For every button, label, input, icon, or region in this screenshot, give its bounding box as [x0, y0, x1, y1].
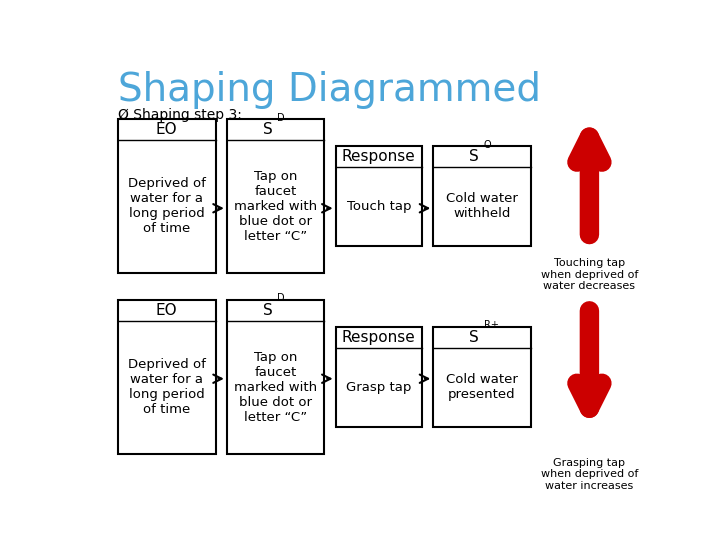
Text: Ø Shaping step 3:: Ø Shaping step 3:: [118, 109, 242, 123]
Text: S: S: [469, 149, 480, 164]
Bar: [336, 146, 422, 246]
Text: EO: EO: [156, 302, 178, 318]
Bar: [118, 119, 215, 273]
Text: Deprived of
water for a
long period
of time: Deprived of water for a long period of t…: [127, 177, 206, 235]
Text: O: O: [484, 140, 491, 150]
Text: EO: EO: [156, 122, 178, 137]
Text: Deprived of
water for a
long period
of time: Deprived of water for a long period of t…: [127, 358, 206, 416]
Text: Grasping tap
when deprived of
water increases: Grasping tap when deprived of water incr…: [541, 458, 638, 491]
Text: Touch tap: Touch tap: [346, 200, 411, 213]
Text: R+: R+: [484, 321, 498, 330]
Bar: [118, 300, 215, 454]
Bar: [433, 146, 531, 246]
Text: Tap on
faucet
marked with
blue dot or
letter “C”: Tap on faucet marked with blue dot or le…: [234, 350, 317, 423]
Text: Shaping Diagrammed: Shaping Diagrammed: [118, 71, 541, 109]
Text: D: D: [277, 113, 285, 123]
Text: Response: Response: [342, 149, 415, 164]
Bar: [227, 119, 324, 273]
Text: Grasp tap: Grasp tap: [346, 381, 411, 394]
Bar: [336, 327, 422, 427]
Bar: [433, 327, 531, 427]
Text: Cold water
presented: Cold water presented: [446, 373, 518, 401]
Bar: [227, 300, 324, 454]
Text: S: S: [469, 329, 480, 345]
Text: Response: Response: [342, 329, 415, 345]
Text: Cold water
withheld: Cold water withheld: [446, 192, 518, 220]
Text: Tap on
faucet
marked with
blue dot or
letter “C”: Tap on faucet marked with blue dot or le…: [234, 170, 317, 242]
Text: S: S: [263, 122, 273, 137]
Text: Touching tap
when deprived of
water decreases: Touching tap when deprived of water decr…: [541, 258, 638, 292]
Text: D: D: [277, 293, 285, 303]
Text: S: S: [263, 302, 273, 318]
